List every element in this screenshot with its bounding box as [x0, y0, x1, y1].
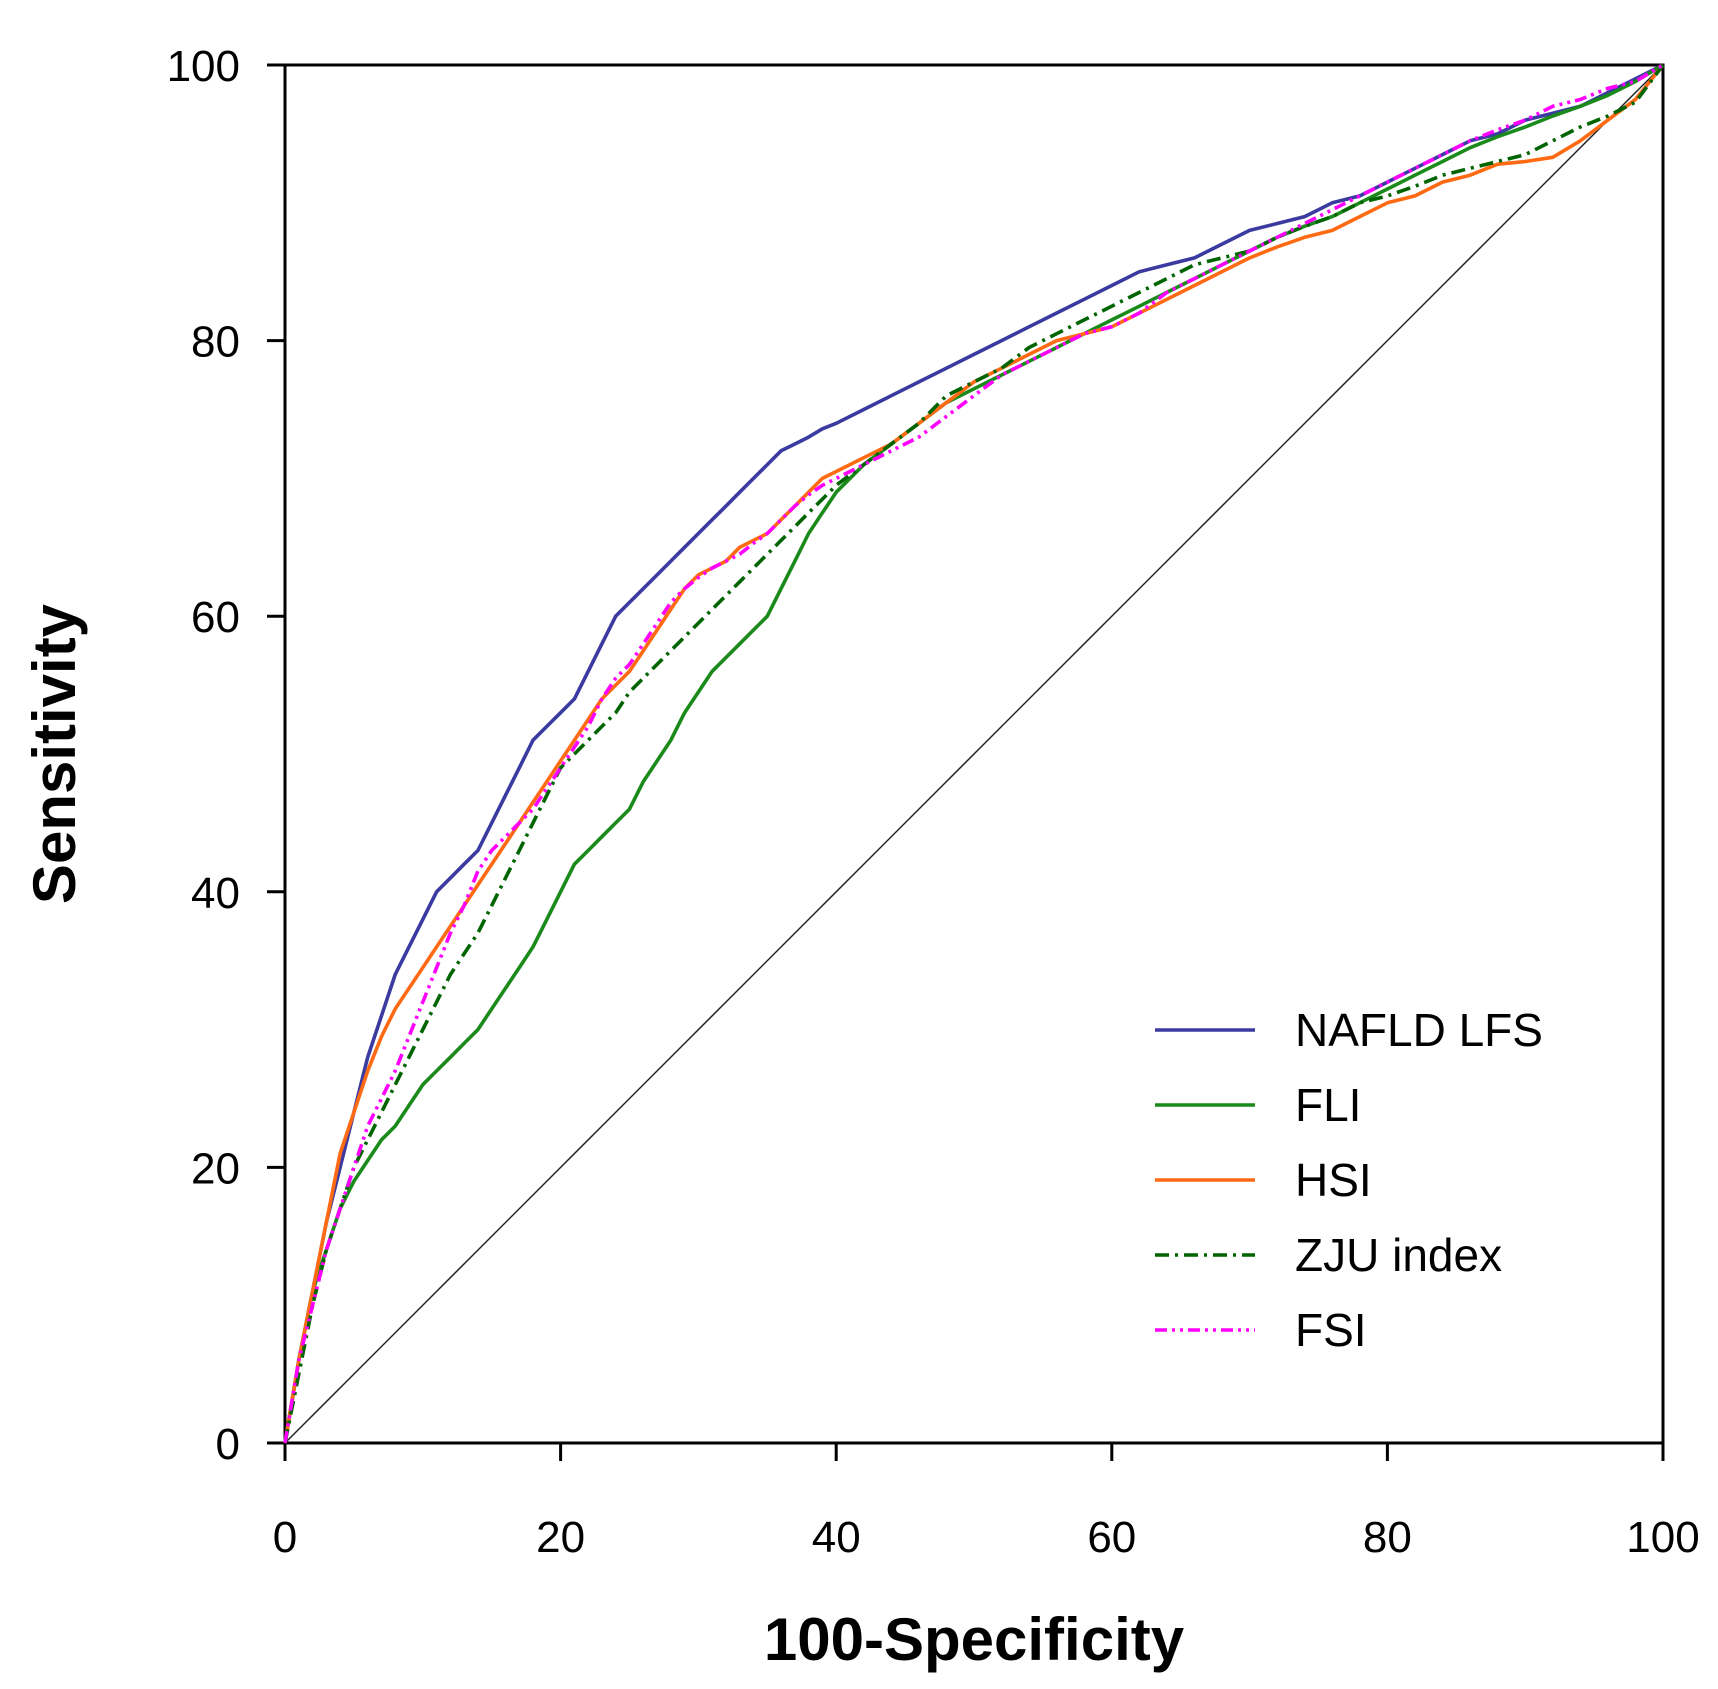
x-axis-title: 100-Specificity [764, 1606, 1185, 1673]
series-lines [283, 63, 1665, 1444]
x-axis: 0 20 40 60 80 100 [273, 1443, 1700, 1562]
reference-diagonal-line [284, 64, 1664, 1444]
y-tick-label: 100 [167, 42, 240, 91]
legend-label-nafld-lfs: NAFLD LFS [1295, 1004, 1543, 1056]
x-tick-label: 80 [1363, 1513, 1412, 1562]
x-tick-label: 40 [812, 1513, 861, 1562]
y-axis-title: Sensitivity [21, 603, 88, 904]
y-axis: 0 20 40 60 80 100 [167, 42, 285, 1469]
y-tick-label: 40 [191, 869, 240, 918]
x-tick-label: 60 [1087, 1513, 1136, 1562]
legend-label-fsi: FSI [1295, 1304, 1367, 1356]
legend-label-zju-index: ZJU index [1295, 1229, 1502, 1281]
y-tick-label: 60 [191, 593, 240, 642]
legend-label-hsi: HSI [1295, 1154, 1372, 1206]
y-tick-label: 0 [216, 1420, 240, 1469]
y-tick-label: 20 [191, 1144, 240, 1193]
plot-frame [283, 63, 1665, 1445]
x-tick-label: 0 [273, 1513, 297, 1562]
series-line-fsi [283, 63, 1664, 1444]
legend: NAFLD LFS FLI HSI ZJU index FSI [1155, 1004, 1543, 1356]
series-line-nafld-lfs [283, 63, 1664, 1444]
x-tick-label: 100 [1626, 1513, 1699, 1562]
x-tick-label: 20 [536, 1513, 585, 1562]
series-line-fli [283, 63, 1664, 1444]
legend-label-fli: FLI [1295, 1079, 1361, 1131]
y-tick-label: 80 [191, 318, 240, 367]
